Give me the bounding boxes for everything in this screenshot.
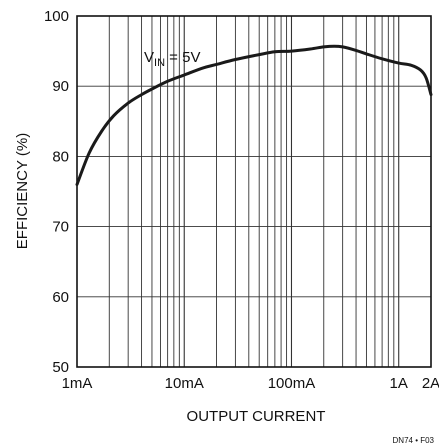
x-tick-label: 2A [422,375,439,392]
y-tick-labels: 50 60 70 80 90 100 [44,8,69,376]
x-tick-label: 10mA [165,375,204,392]
x-tick-label: 1A [390,375,408,392]
grid-lines [77,16,431,367]
x-axis-label: OUTPUT CURRENT [187,408,326,425]
y-tick-label: 60 [52,289,69,306]
y-tick-label: 90 [52,78,69,95]
x-tick-label: 1mA [62,375,93,392]
figure-id: DN74 • F03 [393,436,435,445]
y-tick-label: 50 [52,359,69,376]
y-tick-label: 70 [52,219,69,236]
x-tick-label: 100mA [268,375,316,392]
y-tick-label: 100 [44,8,69,25]
plot-frame [76,15,432,368]
x-tick-labels: 1mA 10mA 100mA 1A 2A [62,375,439,392]
vin-annotation: VIN = 5V [144,49,200,69]
y-axis-label: EFFICIENCY (%) [14,133,31,249]
y-tick-label: 80 [52,148,69,165]
efficiency-curve [75,44,433,186]
